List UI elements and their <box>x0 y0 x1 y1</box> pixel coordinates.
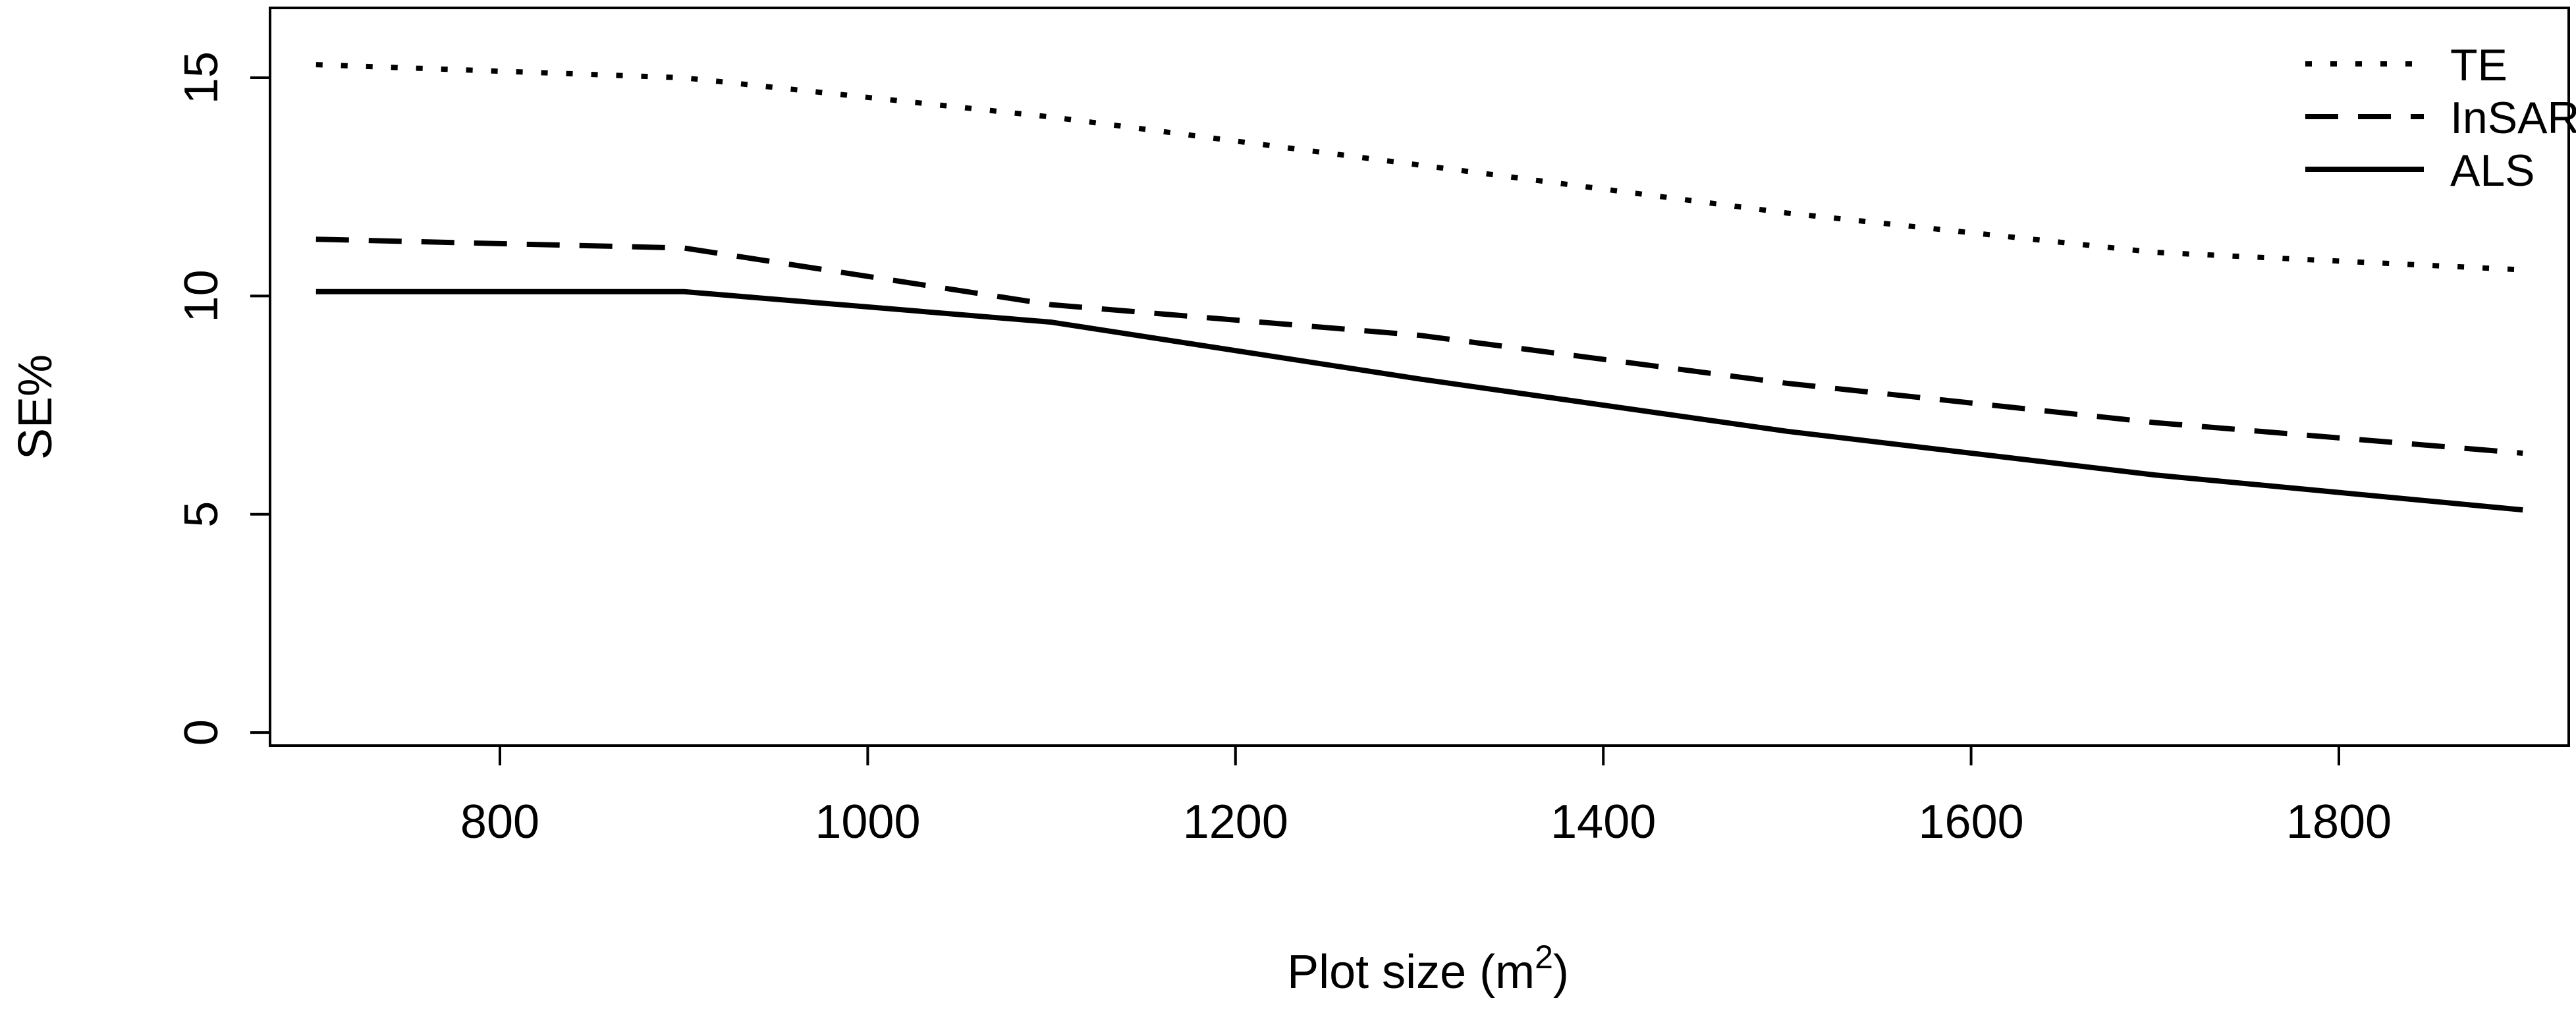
y-tick-label: 10 <box>175 269 228 322</box>
x-tick-label: 800 <box>460 796 539 848</box>
y-tick-label: 15 <box>175 51 228 104</box>
x-tick-label: 1200 <box>1183 796 1288 848</box>
y-axis: 0 5 10 15 <box>175 51 270 746</box>
legend-label-te: TE <box>2450 40 2507 90</box>
x-tick-label: 1600 <box>1919 796 2024 848</box>
x-axis-title: Plot size (m2) <box>1287 939 1569 999</box>
x-tick-label: 1400 <box>1550 796 1656 848</box>
x-axis-title-close: ) <box>1553 946 1569 999</box>
y-tick-label: 0 <box>175 719 228 746</box>
x-tick-label: 1000 <box>815 796 920 848</box>
x-axis-title-main: Plot size (m <box>1287 946 1535 999</box>
y-axis-title: SE% <box>9 354 62 460</box>
series-line-insar <box>315 236 2523 456</box>
x-axis: 800 1000 1200 1400 1600 1800 <box>460 746 2392 848</box>
legend-label-insar: InSAR <box>2450 93 2576 143</box>
series-layer <box>315 62 2523 513</box>
x-axis-title-superscript: 2 <box>1535 939 1553 976</box>
y-tick-label: 5 <box>175 501 228 528</box>
plot-frame <box>269 7 2570 747</box>
x-tick-label: 1800 <box>2286 796 2392 848</box>
series-line-als <box>315 289 2523 513</box>
legend-label-als: ALS <box>2450 146 2535 196</box>
